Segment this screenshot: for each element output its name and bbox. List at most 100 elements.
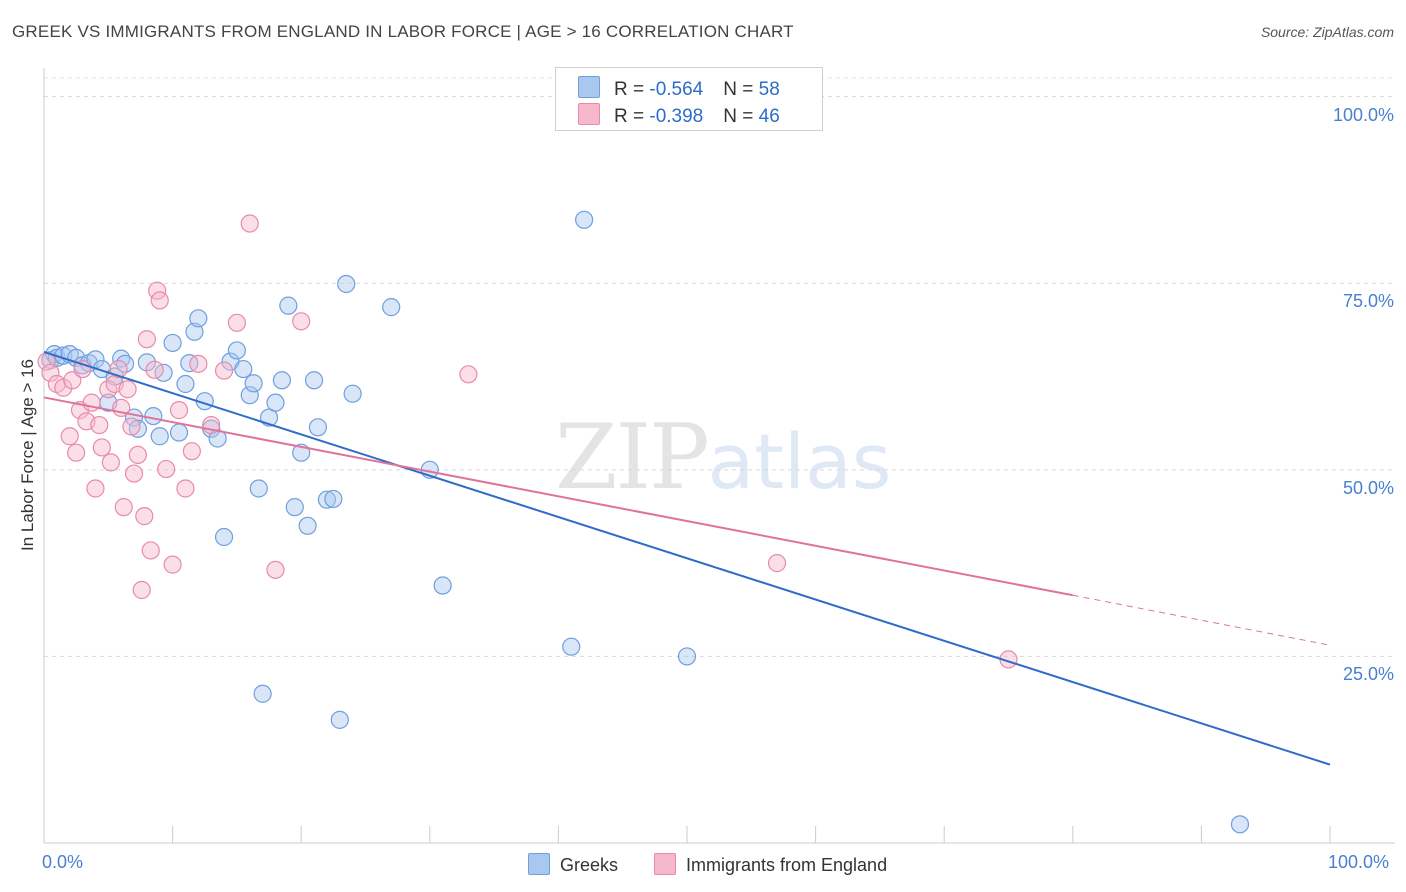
point-greeks-16	[137, 353, 156, 372]
point-england-33	[169, 401, 189, 420]
legend-r-value: -0.398	[649, 106, 704, 127]
point-england-36	[189, 354, 208, 373]
point-greeks-18	[150, 427, 169, 446]
y-tick-label: 50.0%	[1342, 477, 1394, 498]
point-england-21	[122, 417, 141, 436]
point-england-40	[240, 214, 259, 233]
trend-line-england	[43, 396, 1073, 597]
legend-r-label: R =	[614, 106, 650, 127]
point-greeks-49	[337, 274, 356, 294]
point-england-5	[63, 371, 82, 390]
point-greeks-44	[304, 371, 324, 390]
point-greeks-47	[324, 489, 343, 509]
y-tick-label: 75.0%	[1342, 291, 1394, 312]
point-england-24	[132, 580, 151, 600]
point-england-28	[145, 360, 164, 379]
chart-title: GREEK VS IMMIGRANTS FROM ENGLAND IN LABO…	[12, 22, 794, 41]
point-greeks-46	[317, 490, 337, 509]
point-greeks-25	[189, 309, 208, 328]
y-tick-label: 25.0%	[1342, 664, 1394, 685]
point-england-26	[137, 330, 156, 349]
point-england-13	[92, 438, 111, 457]
point-greeks-54	[562, 637, 581, 656]
point-england-35	[182, 442, 201, 461]
point-greeks-41	[285, 498, 304, 517]
point-greeks-21	[169, 423, 189, 442]
point-england-44	[767, 554, 787, 573]
point-england-12	[90, 415, 109, 435]
point-greeks-35	[249, 479, 268, 498]
point-greeks-45	[308, 418, 328, 437]
bottom-legend-greeks: Greeks	[528, 853, 618, 876]
point-england-4	[60, 427, 79, 446]
watermark-zip: ZIP	[555, 405, 710, 510]
legend-n-value: 58	[758, 79, 780, 100]
point-england-27	[141, 541, 160, 560]
legend-n-value: 46	[758, 106, 780, 127]
point-greeks-40	[279, 296, 298, 315]
point-greeks-50	[343, 384, 362, 403]
bottom-legend-label-england: Immigrants from England	[686, 855, 888, 875]
point-england-30	[150, 291, 169, 310]
legend-swatch-england	[578, 103, 600, 125]
correlation-legend: R = -0.564 N = 58 R = -0.398 N = 46	[555, 67, 823, 131]
point-england-32	[163, 555, 182, 574]
bottom-legend-swatch-england	[654, 853, 676, 875]
watermark-atlas: atlas	[707, 417, 892, 506]
point-greeks-53	[433, 576, 452, 595]
point-england-25	[135, 507, 154, 526]
point-greeks-55	[575, 210, 594, 229]
legend-n-label: N =	[723, 106, 759, 127]
point-england-23	[128, 445, 147, 465]
y-axis-label: In Labor Force | Age > 16	[18, 358, 37, 552]
point-england-17	[109, 359, 128, 379]
point-greeks-24	[185, 322, 204, 341]
point-greeks-32	[234, 359, 253, 379]
point-england-20	[118, 380, 137, 399]
point-england-22	[124, 464, 144, 483]
watermark: ZIPatlas	[555, 405, 891, 510]
point-greeks-20	[163, 333, 182, 353]
bottom-legend-england: Immigrants from England	[654, 853, 887, 876]
point-greeks-33	[240, 386, 259, 405]
point-england-6	[67, 443, 86, 462]
x-tick-label-max: 100.0%	[1328, 852, 1390, 872]
point-greeks-36	[253, 684, 272, 703]
point-greeks-51	[382, 298, 401, 317]
point-greeks-17	[144, 406, 163, 426]
point-greeks-57	[1230, 815, 1250, 834]
legend-r-value: -0.564	[649, 79, 704, 100]
point-england-15	[101, 453, 120, 472]
y-tick-label: 100.0%	[1332, 104, 1394, 125]
point-greeks-34	[244, 374, 263, 393]
point-greeks-22	[176, 374, 195, 394]
point-greeks-31	[227, 341, 246, 360]
trend-line-extension-england	[1072, 594, 1331, 646]
point-england-42	[292, 312, 311, 331]
legend-n-label: N =	[723, 79, 759, 100]
x-tick-label-min: 0.0%	[42, 852, 84, 872]
source-label: Source: ZipAtlas.com	[1260, 24, 1394, 40]
point-greeks-43	[298, 516, 317, 535]
point-england-1	[41, 363, 60, 382]
point-greeks-39	[272, 371, 292, 390]
legend-row-greeks: R = -0.564 N = 58	[578, 76, 780, 100]
point-england-39	[227, 313, 246, 332]
point-england-19	[114, 498, 133, 517]
point-england-34	[176, 479, 195, 498]
legend-swatch-greeks	[578, 76, 600, 98]
point-england-43	[459, 365, 478, 384]
bottom-legend-swatch-greeks	[528, 853, 550, 875]
legend-row-england: R = -0.398 N = 46	[578, 103, 780, 127]
point-england-38	[214, 361, 234, 380]
point-greeks-38	[266, 393, 285, 412]
bottom-legend-label-greeks: Greeks	[560, 855, 619, 875]
point-greeks-48	[330, 710, 349, 729]
legend-r-label: R =	[614, 79, 650, 100]
trend-line-greeks	[43, 350, 1331, 766]
point-england-41	[266, 560, 285, 579]
point-england-31	[157, 459, 176, 479]
point-greeks-29	[214, 527, 234, 547]
point-greeks-56	[677, 647, 697, 666]
